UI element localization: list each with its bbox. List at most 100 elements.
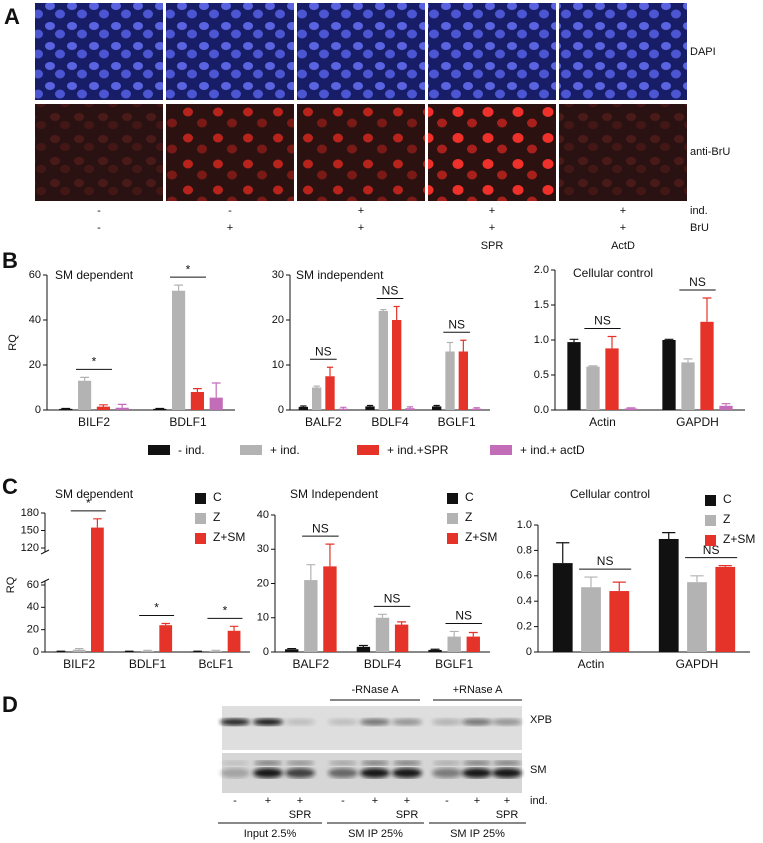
error-bar (174, 284, 183, 291)
bar (209, 397, 223, 410)
error-bar (380, 309, 387, 311)
legend-label: Z+SM (213, 530, 245, 544)
axis-break (40, 549, 50, 555)
legend-label: Z (213, 510, 220, 524)
error-bar (378, 613, 387, 618)
x-tick-label: BALF2 (305, 415, 342, 429)
blot-band (360, 768, 390, 778)
y-tick-label: 1.0 (517, 519, 532, 531)
legend-swatch (705, 535, 716, 546)
error-bar (702, 297, 712, 322)
micrograph-dapi (166, 3, 294, 100)
bar (394, 624, 409, 652)
bar (96, 406, 110, 410)
bar (190, 392, 204, 410)
legend-swatch (240, 445, 262, 455)
legend-swatch (195, 493, 206, 504)
lane-treatment: SPR (396, 809, 419, 821)
panel-letter: A (4, 4, 20, 29)
micrograph-dapi (428, 3, 556, 100)
y-tick-label: 60 (27, 579, 39, 591)
bar (662, 340, 676, 410)
error-bar (161, 622, 170, 626)
significance-label: NS (312, 521, 329, 535)
bar (458, 351, 468, 410)
blot-band (393, 760, 421, 766)
bar (298, 406, 308, 410)
group-header: +RNase A (453, 684, 503, 696)
legend-label: C (723, 492, 732, 506)
bar (159, 625, 173, 652)
blot-band (328, 718, 358, 726)
channel-label: anti-BrU (690, 146, 730, 158)
significance-label: NS (594, 314, 611, 328)
error-bar (397, 621, 407, 625)
blot-band (432, 768, 462, 778)
x-tick-label: BcLF1 (198, 657, 233, 671)
bar (72, 649, 86, 652)
panel-letter: C (2, 474, 18, 499)
condition-treatment: SPR (481, 240, 504, 252)
blot-band (392, 768, 422, 778)
legend-label: Z (465, 510, 472, 524)
blot-band (463, 760, 491, 766)
bar (445, 351, 455, 410)
bar (687, 582, 707, 652)
y-tick-label: 1.5 (534, 299, 549, 311)
condition-bru: + (620, 222, 626, 234)
significance-label: NS (455, 609, 472, 623)
x-tick-label: BDLF1 (129, 657, 167, 671)
y-tick-label: 30 (257, 543, 269, 555)
lane-ind: + (265, 795, 271, 807)
y-tick-label: 1.0 (534, 334, 549, 346)
bar (227, 630, 241, 652)
legend-label: C (465, 490, 474, 504)
bar (375, 617, 390, 652)
bar (141, 650, 154, 652)
error-bar (607, 335, 617, 349)
error-bar (306, 564, 316, 581)
x-tick-label: BDLF4 (364, 657, 402, 671)
bar (153, 408, 167, 410)
bar (472, 408, 482, 410)
error-bar (683, 358, 693, 363)
blot-band (360, 718, 390, 726)
error-bar (117, 403, 127, 408)
lane-treatment: SPR (289, 809, 312, 821)
error-bar (433, 404, 440, 407)
x-tick-label: Actin (589, 415, 616, 429)
blot-band (462, 768, 492, 778)
error-bar (300, 405, 307, 407)
legend-label: + ind.+ actD (520, 443, 585, 457)
lane-ind: - (445, 795, 449, 807)
channel-label: DAPI (690, 46, 716, 58)
blot-band (492, 768, 522, 778)
blot-band (221, 760, 249, 766)
x-tick-label: BILF2 (78, 415, 110, 429)
significance-label: NS (384, 591, 401, 605)
error-bar (473, 407, 480, 409)
blot-xpb (222, 706, 522, 750)
legend-label: C (213, 490, 222, 504)
chart-title: Cellular control (570, 487, 650, 501)
error-bar (193, 388, 202, 392)
bar (338, 408, 348, 410)
bar (581, 587, 601, 652)
error-bar (612, 581, 626, 592)
chart-title: SM independent (296, 268, 384, 282)
y-tick-label: 0 (263, 646, 269, 658)
bar (552, 563, 573, 652)
significance-label: * (92, 355, 97, 369)
error-bar (406, 406, 414, 409)
condition-bru: + (489, 222, 495, 234)
error-bar (662, 532, 676, 539)
significance-label: NS (689, 275, 706, 289)
error-bar (99, 404, 108, 407)
significance-label: * (154, 601, 159, 615)
error-bar (460, 339, 467, 352)
blot-band (432, 718, 462, 726)
lane-treatment: SPR (496, 809, 519, 821)
y-tick-label: 150 (21, 524, 39, 536)
